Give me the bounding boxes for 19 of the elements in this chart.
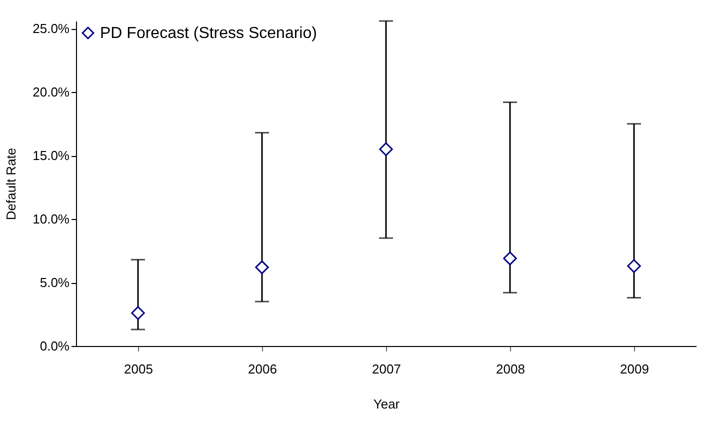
y-axis-title: Default Rate xyxy=(4,148,19,220)
y-tick-label: 15.0% xyxy=(32,148,70,164)
point xyxy=(379,142,393,156)
x-axis-title: Year xyxy=(373,396,400,412)
legend-label: PD Forecast (Stress Scenario) xyxy=(100,25,317,42)
x-tick-label: 2007 xyxy=(372,362,401,376)
y-tick-label: 20.0% xyxy=(32,84,70,100)
point xyxy=(627,259,641,273)
point xyxy=(131,306,145,320)
point xyxy=(255,260,269,274)
x-tick-label: 2006 xyxy=(248,362,277,376)
y-tick-label: 5.0% xyxy=(40,275,70,290)
point xyxy=(503,252,517,266)
y-tick-label: 25.0% xyxy=(32,21,70,36)
y-tick-label: 0.0% xyxy=(40,338,70,354)
y-tick-label: 10.0% xyxy=(32,212,70,227)
x-tick-label: 2005 xyxy=(124,362,153,376)
x-tick-label: 2009 xyxy=(620,362,649,376)
x-tick-label: 2008 xyxy=(496,362,525,376)
